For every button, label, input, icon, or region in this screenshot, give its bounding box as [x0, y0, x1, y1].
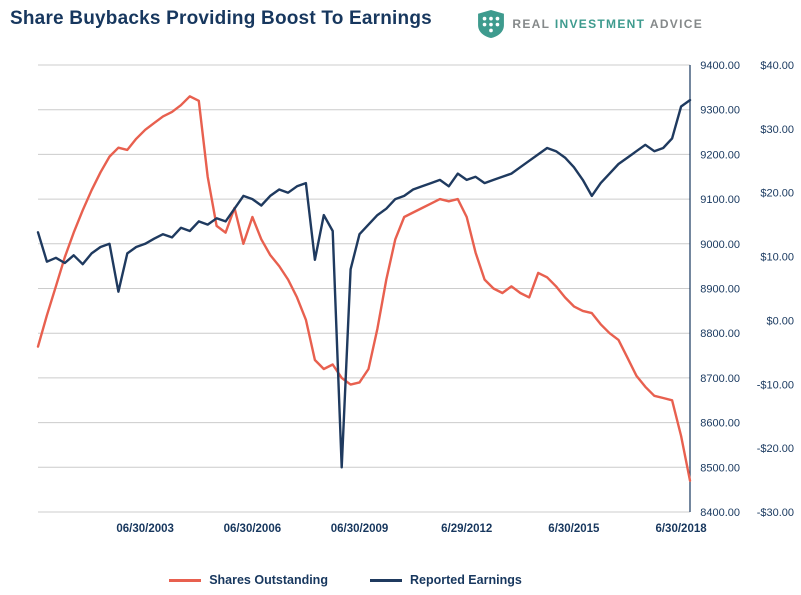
x-axis-tick-label: 6/29/2012: [441, 523, 492, 535]
earnings-axis-tick-label: $40.00: [760, 60, 794, 72]
shares-axis-tick-label: 9200.00: [700, 149, 740, 161]
shares-axis-tick-label: 9400.00: [700, 60, 740, 72]
earnings-axis-tick-label: $30.00: [760, 124, 794, 136]
earnings-axis-tick-label: -$30.00: [757, 507, 794, 519]
shares-outstanding-swatch: [169, 578, 202, 582]
x-axis-tick-label: 06/30/2006: [224, 523, 282, 535]
earnings-axis-tick-label: $20.00: [760, 188, 794, 200]
earnings-axis-tick-label: $0.00: [766, 315, 794, 327]
legend-item-reported-earnings: Reported Earnings: [369, 573, 522, 587]
shares-outstanding-line: [36, 95, 692, 482]
shares-axis-tick-label: 8400.00: [700, 507, 740, 519]
shares-axis-tick-label: 8500.00: [700, 462, 740, 474]
x-axis-tick-label: 06/30/2003: [116, 523, 174, 535]
earnings-axis-tick-label: -$10.00: [757, 379, 794, 391]
earnings-axis-tick-label: $10.00: [760, 252, 794, 264]
legend-label-shares-outstanding: Shares Outstanding: [209, 573, 328, 587]
logo-word-real: REAL: [512, 17, 551, 31]
x-axis-tick-label: 06/30/2009: [331, 523, 389, 535]
shield-icon: [478, 10, 505, 38]
reported-earnings-line: [36, 98, 692, 469]
shares-axis-tick-label: 9000.00: [700, 239, 740, 251]
x-axis-tick-label: 6/30/2018: [655, 523, 707, 535]
chart-legend: Shares Outstanding Reported Earnings: [0, 573, 691, 587]
shares-axis-tick-label: 8600.00: [700, 418, 740, 430]
earnings-axis-tick-label: -$20.00: [757, 443, 794, 455]
real-investment-advice-logo: REAL INVESTMENT ADVICE: [478, 10, 703, 38]
reported-earnings-swatch: [369, 578, 402, 582]
logo-word-advice: ADVICE: [649, 17, 703, 31]
legend-item-shares-outstanding: Shares Outstanding: [169, 573, 328, 587]
legend-label-reported-earnings: Reported Earnings: [409, 573, 522, 587]
shares-axis-tick-label: 8900.00: [700, 284, 740, 296]
chart-title: Share Buybacks Providing Boost To Earnin…: [10, 8, 432, 29]
shares-axis-tick-label: 9300.00: [700, 105, 740, 117]
shares-axis-tick-label: 8800.00: [700, 328, 740, 340]
logo-word-investment: INVESTMENT: [554, 17, 646, 31]
shares-axis-tick-label: 8700.00: [700, 373, 740, 385]
shares-axis-tick-label: 9100.00: [700, 194, 740, 206]
logo-text: REAL INVESTMENT ADVICE: [512, 17, 703, 31]
x-axis-tick-label: 6/30/2015: [548, 523, 600, 535]
